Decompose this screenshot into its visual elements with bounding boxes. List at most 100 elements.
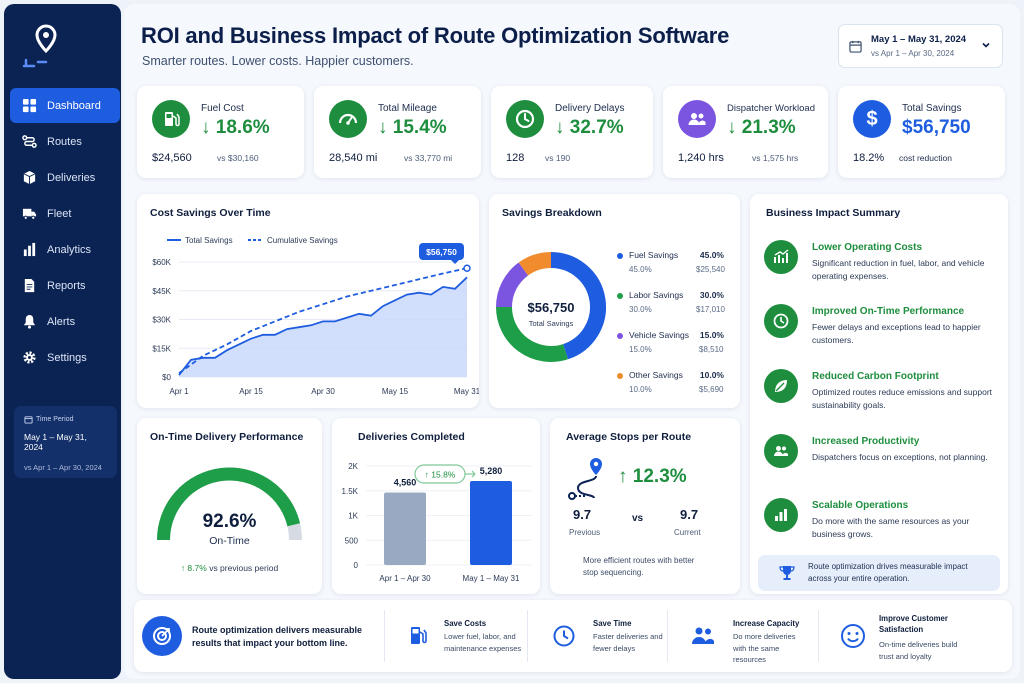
main-content: ROI and Business Impact of Route Optimiz…: [124, 4, 1020, 679]
kpi-change: ↓ 32.7%: [555, 117, 624, 138]
document-icon: [24, 278, 35, 293]
clock-icon: [553, 625, 575, 647]
deliveries-bar-chart: 0 500 1K 1.5K 2K 4,560 Apr 1 – Apr 30 5,280 May…: [342, 462, 532, 583]
time-period-box[interactable]: Time Period May 1 – May 31, 2024 vs Apr …: [14, 406, 117, 478]
date-range-picker[interactable]: May 1 – May 31, 2024 vs Apr 1 – Apr 30, …: [838, 24, 1003, 68]
donut-slice-vehicle: [496, 262, 529, 308]
kpi-change: ↓ 15.4%: [378, 117, 447, 138]
y-tick-label: 500: [345, 536, 359, 545]
sidebar-item-label: Analytics: [47, 243, 92, 256]
impact-item-title: Improved On-Time Performance: [812, 306, 965, 317]
legend-dot: [617, 292, 623, 299]
y-tick-label: $0: [162, 373, 171, 382]
legend-amount: $25,540: [696, 265, 725, 274]
legend-pct: 45.0%: [699, 250, 724, 260]
cumulative-savings-line: [178, 267, 468, 374]
smiley-icon: [841, 624, 865, 648]
chart-title: Savings Breakdown: [502, 207, 602, 219]
cost-savings-line-chart: Total Savings Cumulative Savings $0 $15K $…: [152, 236, 479, 396]
kpi-card-delivery-delays[interactable]: Delivery Delays ↓ 32.7% 128 vs 190: [491, 86, 653, 178]
on-time-change-row: ↑ 8.7% vs previous period: [137, 563, 322, 573]
stops-cur-value: 9.7: [680, 507, 699, 522]
kpi-card-total-savings[interactable]: $ Total Savings $56,750 18.2% cost reduc…: [838, 86, 1005, 178]
x-tick-label: May 1 – May 31: [463, 574, 520, 583]
sidebar-item-dashboard[interactable]: Dashboard: [10, 88, 120, 123]
legend-sub-pct: 45.0%: [629, 265, 652, 274]
sidebar-item-routes[interactable]: Routes: [10, 124, 120, 159]
chart-title: Cost Savings Over Time: [150, 207, 271, 219]
kpi-previous: vs 33,770 mi: [404, 153, 453, 163]
footer-headline: Route optimization delivers measurable r…: [192, 625, 363, 648]
kpi-headline: $56,750: [902, 117, 971, 138]
growth-badge-text: ↑ 15.8%: [425, 470, 456, 480]
y-tick-label: 1K: [348, 512, 358, 521]
footer-item-save-costs: Save Costs Lower fuel, labor, and mainte…: [394, 600, 524, 672]
dollar-icon: $: [853, 100, 891, 138]
box-icon: [23, 170, 36, 185]
bell-icon: [23, 314, 36, 329]
y-tick-label: $15K: [152, 344, 171, 353]
sidebar-item-label: Dashboard: [47, 99, 101, 112]
business-impact-card: Business Impact Summary Lower Operating …: [750, 194, 1008, 594]
sidebar-item-analytics[interactable]: Analytics: [10, 232, 120, 267]
kpi-card-dispatcher-workload[interactable]: Dispatcher Workload ↓ 21.3% 1,240 hrs vs…: [663, 86, 828, 178]
impact-note: Route optimization drives measurable imp…: [758, 555, 1000, 591]
sidebar-item-deliveries[interactable]: Deliveries: [10, 160, 120, 195]
legend-name: Other Savings: [629, 370, 683, 380]
savings-donut-chart: [496, 252, 606, 362]
callout-pointer: [451, 260, 459, 264]
sidebar-item-label: Reports: [47, 279, 86, 292]
sidebar: Dashboard Routes Deliveries Fleet Analyt…: [4, 4, 121, 679]
sidebar-item-label: Routes: [47, 135, 82, 148]
legend-sub-pct: 15.0%: [629, 345, 652, 354]
footer-item-customer-satisfaction: Improve Customer Satisfaction On-time de…: [824, 600, 1004, 672]
impact-item-title: Lower Operating Costs: [812, 242, 923, 253]
trophy-icon: [779, 566, 795, 580]
footer-item-title: Save Costs: [444, 619, 487, 628]
footer-banner: Route optimization delivers measurable r…: [134, 600, 1012, 672]
chart-title: Business Impact Summary: [766, 207, 901, 219]
stops-prev-label: Previous: [569, 528, 601, 537]
stops-cur-label: Current: [674, 528, 701, 537]
impact-item-carbon: Reduced Carbon Footprint Optimized route…: [764, 369, 994, 425]
sidebar-item-fleet[interactable]: Fleet: [10, 196, 120, 231]
kpi-label: Total Mileage: [378, 103, 437, 114]
time-period-compare: vs Apr 1 – Apr 30, 2024: [24, 463, 102, 472]
impact-item-productivity: Increased Productivity Dispatchers focus…: [764, 434, 994, 490]
clock-icon: [506, 100, 544, 138]
clock-icon: [764, 304, 798, 338]
bar-chart-icon: [764, 498, 798, 532]
on-time-value: 92.6%: [202, 511, 257, 532]
fuel-pump-icon: [152, 100, 190, 138]
footer-item-title: Increase Capacity: [733, 619, 800, 628]
footer-item-title: Improve Customer Satisfaction: [879, 614, 948, 634]
sidebar-item-reports[interactable]: Reports: [10, 268, 120, 303]
kpi-change: ↓ 18.6%: [201, 117, 270, 138]
impact-item-scalable: Scalable Operations Do more with the sam…: [764, 498, 994, 554]
sidebar-item-settings[interactable]: Settings: [10, 340, 120, 375]
stops-vs: vs: [632, 513, 644, 524]
legend-labor-savings: Labor Savings 30.0%: [617, 290, 724, 300]
kpi-previous: cost reduction: [899, 153, 952, 163]
chart-title: On-Time Delivery Performance: [150, 431, 304, 443]
speedometer-icon: [329, 100, 367, 138]
divider: [527, 610, 528, 662]
stops-change: ↑ 12.3%: [618, 466, 687, 487]
sidebar-item-alerts[interactable]: Alerts: [10, 304, 120, 339]
kpi-card-total-mileage[interactable]: Total Mileage ↓ 15.4% 28,540 mi vs 33,77…: [314, 86, 481, 178]
kpi-card-fuel-cost[interactable]: Fuel Cost ↓ 18.6% $24,560 vs $30,160: [137, 86, 304, 178]
kpi-label: Delivery Delays: [555, 103, 625, 114]
legend-name: Labor Savings: [629, 290, 684, 300]
kpi-label: Fuel Cost: [201, 103, 244, 114]
time-period-label: Time Period: [36, 416, 74, 423]
legend-pct: 15.0%: [699, 330, 724, 340]
kpi-previous: vs $30,160: [217, 153, 259, 163]
kpi-previous: vs 1,575 hrs: [752, 153, 799, 163]
routes-icon: [22, 135, 37, 148]
impact-item-title: Reduced Carbon Footprint: [812, 371, 939, 382]
impact-item-desc: Fewer delays and exceptions lead to happ…: [812, 322, 981, 345]
impact-item-on-time: Improved On-Time Performance Fewer delay…: [764, 304, 994, 360]
y-tick-label: 0: [354, 561, 359, 570]
donut-slice-labor: [496, 306, 568, 362]
x-tick-label: May 15: [382, 387, 409, 396]
